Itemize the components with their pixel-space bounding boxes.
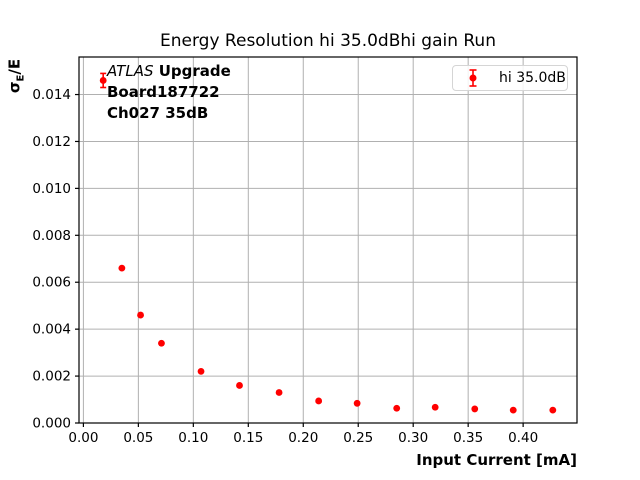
y-axis-label-sigma: σ: [5, 81, 24, 94]
svg-text:0.006: 0.006: [32, 275, 71, 291]
annotation-line2: Board187722: [107, 83, 220, 101]
annotation-atlas: ATLAS Upgrade Board187722 Ch027 35dB: [107, 61, 231, 124]
svg-text:0.010: 0.010: [32, 181, 71, 197]
svg-text:0.002: 0.002: [32, 369, 71, 385]
svg-text:0.008: 0.008: [32, 228, 71, 244]
annotation-line1: ATLAS Upgrade: [107, 61, 231, 82]
svg-text:0.30: 0.30: [398, 430, 428, 446]
svg-text:0.012: 0.012: [32, 134, 71, 150]
svg-text:0.20: 0.20: [288, 430, 318, 446]
y-axis-label-sub: E: [15, 74, 27, 82]
svg-text:0.35: 0.35: [453, 430, 483, 446]
svg-text:0.40: 0.40: [508, 430, 538, 446]
svg-text:0.004: 0.004: [32, 322, 71, 338]
legend-label: hi 35.0dB: [499, 70, 566, 86]
annotation-line3: Ch027 35dB: [107, 104, 209, 122]
legend: hi 35.0dB: [452, 65, 568, 91]
svg-text:0.25: 0.25: [343, 430, 373, 446]
svg-text:0.00: 0.00: [68, 430, 98, 446]
annotation-atlas-italic: ATLAS: [107, 62, 154, 80]
y-axis-label-rest: /E: [5, 58, 24, 75]
annotation-upgrade: Upgrade: [153, 62, 231, 80]
svg-text:0.014: 0.014: [32, 87, 71, 103]
svg-text:0.15: 0.15: [233, 430, 263, 446]
legend-errorbar-icon: [469, 69, 477, 87]
svg-text:0.000: 0.000: [32, 416, 71, 432]
svg-text:0.05: 0.05: [123, 430, 153, 446]
x-axis-label: Input Current [mA]: [416, 451, 577, 469]
svg-text:0.10: 0.10: [178, 430, 208, 446]
chart-title: Energy Resolution hi 35.0dBhi gain Run: [160, 31, 496, 51]
